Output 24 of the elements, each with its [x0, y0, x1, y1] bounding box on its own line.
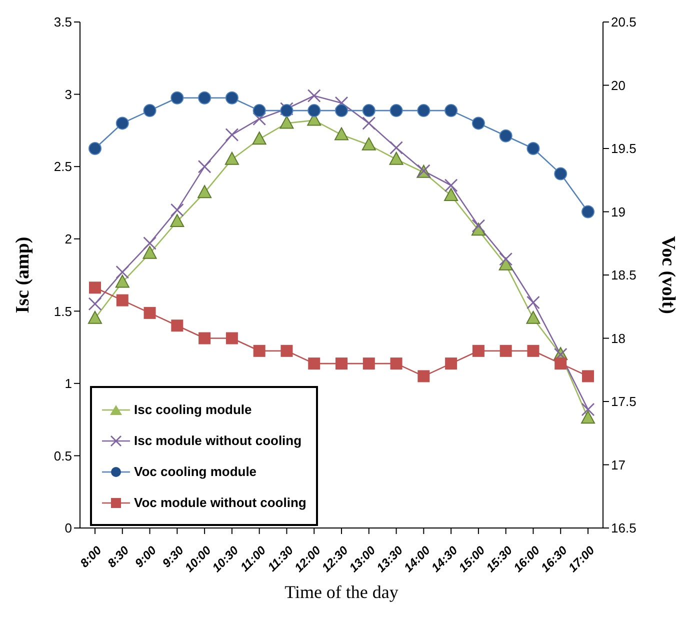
y2-tick-label: 18	[611, 330, 626, 346]
legend-label: Voc module without cooling	[134, 495, 306, 510]
y2-tick-label: 20.5	[611, 14, 636, 30]
y-tick-label: 0.5	[54, 448, 72, 464]
y2-tick-label: 16.5	[611, 520, 636, 536]
y-tick-label: 0	[64, 520, 72, 536]
y-tick-label: 1	[64, 376, 72, 392]
y-axis-title: Isc (amp)	[12, 236, 34, 314]
y2-axis-title: Voc (volt)	[657, 236, 678, 314]
y2-tick-label: 17.5	[611, 394, 636, 410]
y2-tick-label: 17	[611, 457, 626, 472]
y-tick-label: 3.5	[54, 14, 72, 30]
y2-tick-label: 19.5	[611, 141, 636, 156]
y-tick-label: 3	[64, 86, 72, 102]
legend-label: Voc cooling module	[134, 464, 257, 479]
legend-label: Isc module without cooling	[134, 433, 302, 448]
x-axis-title: Time of the day	[284, 582, 398, 602]
y-tick-label: 2.5	[54, 159, 72, 174]
y2-tick-label: 19	[611, 204, 626, 220]
y-tick-label: 2	[64, 231, 72, 246]
y2-tick-label: 20	[611, 78, 626, 93]
legend-label: Isc cooling module	[134, 402, 252, 417]
y-tick-label: 1.5	[54, 304, 72, 319]
y2-tick-label: 18.5	[611, 268, 636, 283]
